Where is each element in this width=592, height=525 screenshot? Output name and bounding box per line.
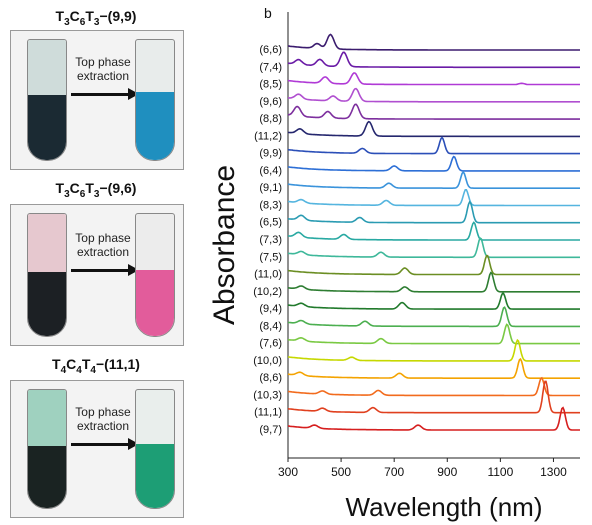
arrow-label-3: Top phase extraction	[75, 405, 131, 433]
tube-top-phase-1	[28, 40, 66, 95]
series-line	[287, 306, 580, 328]
tube-extract-2	[136, 270, 174, 336]
series-line	[287, 200, 580, 224]
series-label: (9,7)	[259, 424, 282, 436]
series-line	[287, 323, 580, 345]
x-tick-label: 700	[384, 465, 404, 479]
series-line	[288, 221, 580, 241]
series-label: (9,4)	[259, 303, 282, 315]
series-label: (11,1)	[254, 407, 282, 419]
series-label: (8,4)	[259, 320, 282, 332]
series-label: (7,5)	[259, 251, 282, 263]
series-line	[287, 120, 580, 138]
x-axis-label: Wavelength (nm)	[346, 492, 543, 522]
tube-before-3	[27, 389, 67, 509]
tube-after-3	[135, 389, 175, 509]
panel-title-1: T3C6T3−(9,9)	[55, 8, 137, 28]
panel-title-3: T4C4T4−(11,1)	[52, 356, 140, 376]
arrow-2	[71, 264, 139, 276]
series-line	[287, 103, 580, 120]
series-label: (7,3)	[259, 234, 282, 246]
series-line	[287, 338, 580, 362]
series-label: (6,4)	[259, 165, 282, 177]
photo-box-1: Top phase extraction	[10, 30, 184, 170]
series-label: (8,3)	[259, 199, 282, 211]
tube-bottom-phase-3	[28, 446, 66, 508]
series-line	[287, 254, 580, 276]
series-line	[287, 189, 580, 207]
series-label: (6,5)	[259, 217, 282, 229]
series-line	[287, 376, 580, 397]
arrow-1	[71, 88, 139, 100]
photo-box-3: Top phase extraction	[10, 380, 184, 518]
x-tick-label: 1300	[540, 465, 567, 479]
x-tick-label: 500	[331, 465, 351, 479]
series-line	[287, 237, 580, 259]
tube-before-1	[27, 39, 67, 161]
photo-box-2: Top phase extraction	[10, 204, 184, 346]
series-label: (11,2)	[254, 130, 282, 142]
tube-after-1	[135, 39, 175, 161]
series-line	[287, 406, 580, 431]
tube-top-phase-3	[28, 390, 66, 446]
panel-title-2: T3C6T3−(9,6)	[55, 180, 137, 200]
series-label: (8,6)	[259, 372, 282, 384]
tube-extract-1	[136, 92, 174, 160]
series-line	[287, 292, 580, 310]
series-label: (10,2)	[253, 286, 282, 298]
series-label: (7,6)	[259, 338, 282, 350]
series-line	[287, 171, 580, 189]
panel-label: b	[264, 5, 272, 21]
series-label: (10,0)	[253, 355, 282, 367]
series-label: (6,6)	[259, 44, 282, 56]
series-line	[287, 271, 580, 293]
x-tick-label: 900	[437, 465, 457, 479]
series-line	[287, 136, 580, 155]
tube-bottom-phase-1	[28, 95, 66, 160]
series-label: (11,0)	[254, 269, 282, 281]
series-line	[287, 51, 580, 69]
arrow-label-1: Top phase extraction	[75, 55, 131, 83]
x-tick-label: 300	[278, 465, 298, 479]
series-label: (8,5)	[259, 79, 282, 91]
series-line	[287, 155, 580, 172]
series-label: (9,9)	[259, 148, 282, 160]
series-label: (9,1)	[259, 182, 282, 194]
series-label: (8,8)	[259, 113, 282, 125]
series-line	[287, 87, 580, 103]
tube-after-2	[135, 213, 175, 337]
series-line	[287, 357, 580, 379]
series-label: (9,6)	[259, 96, 282, 108]
tube-before-2	[27, 213, 67, 337]
tube-top-phase-2	[28, 214, 66, 272]
series-label: (7,4)	[259, 61, 282, 73]
series-label: (10,3)	[253, 389, 282, 401]
y-axis-label: Absorbance	[208, 165, 241, 325]
arrow-label-2: Top phase extraction	[75, 231, 131, 259]
tube-bottom-phase-2	[28, 272, 66, 336]
arrow-3	[71, 438, 139, 450]
series-line	[287, 380, 580, 414]
x-tick-label: 1100	[487, 465, 513, 479]
series-line	[287, 72, 580, 86]
tube-extract-3	[136, 444, 174, 508]
series-line	[287, 33, 580, 51]
